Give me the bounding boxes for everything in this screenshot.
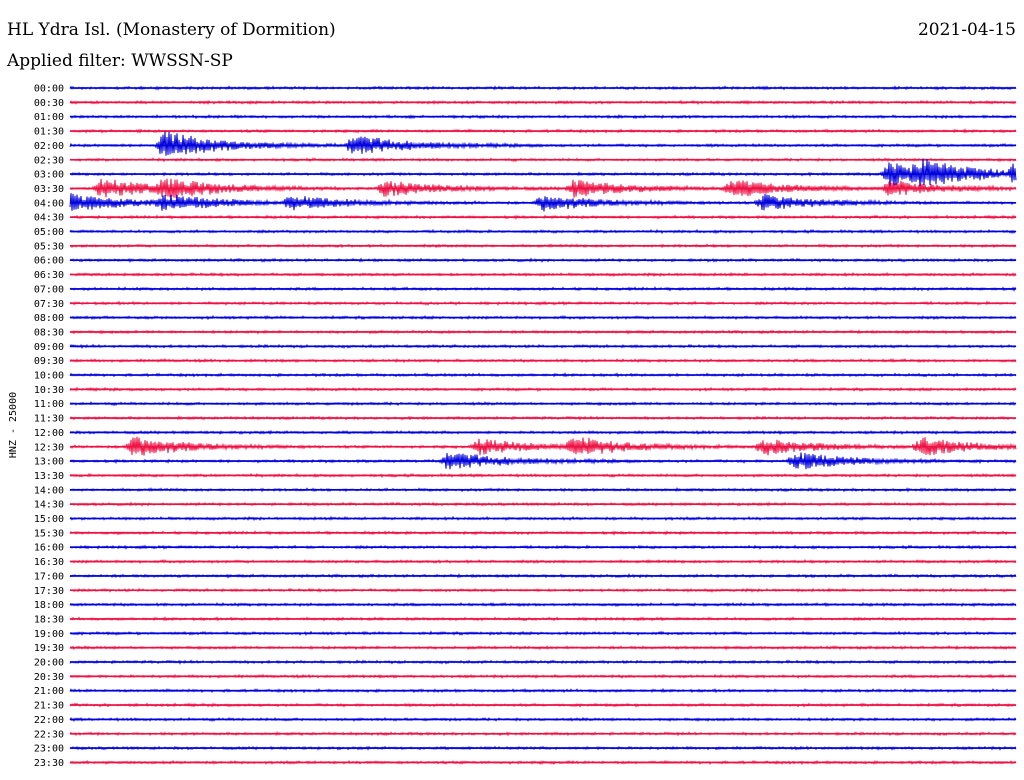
- time-tick-label: 02:00: [34, 141, 64, 152]
- time-tick-label: 16:00: [34, 543, 64, 554]
- time-tick-label: 01:00: [34, 112, 64, 123]
- time-tick-label: 21:30: [34, 701, 64, 712]
- time-tick-label: 23:30: [34, 758, 64, 769]
- y-axis-label: HNZ - 25000: [8, 392, 19, 458]
- time-tick-label: 11:00: [34, 399, 64, 410]
- time-tick-label: 10:00: [34, 371, 64, 382]
- time-tick-labels: 00:00 00:30 01:00 01:30 02:00 02:30 03:00 03:30…: [34, 84, 64, 769]
- trace-line: [69, 131, 1017, 156]
- time-tick-label: 18:00: [34, 600, 64, 611]
- time-tick-label: 13:30: [34, 471, 64, 482]
- time-tick-label: 19:30: [34, 643, 64, 654]
- time-tick-label: 18:30: [34, 614, 64, 625]
- traces: [69, 85, 1017, 766]
- time-tick-label: 17:00: [34, 571, 64, 582]
- time-tick-label: 09:00: [34, 342, 64, 353]
- time-tick-label: 15:00: [34, 514, 64, 525]
- time-tick-label: 22:30: [34, 729, 64, 740]
- time-tick-label: 17:30: [34, 586, 64, 597]
- time-tick-label: 02:30: [34, 155, 64, 166]
- time-tick-label: 13:00: [34, 457, 64, 468]
- time-tick-label: 03:30: [34, 184, 64, 195]
- time-tick-label: 00:30: [34, 98, 64, 109]
- time-tick-label: 20:00: [34, 658, 64, 669]
- time-tick-label: 08:30: [34, 327, 64, 338]
- time-tick-label: 14:30: [34, 500, 64, 511]
- time-tick-label: 05:30: [34, 241, 64, 252]
- time-tick-label: 07:00: [34, 284, 64, 295]
- time-tick-label: 05:00: [34, 227, 64, 238]
- time-tick-label: 16:30: [34, 557, 64, 568]
- time-tick-label: 14:00: [34, 485, 64, 496]
- time-tick-label: 06:30: [34, 270, 64, 281]
- time-tick-label: 21:00: [34, 686, 64, 697]
- time-tick-label: 12:00: [34, 428, 64, 439]
- time-tick-label: 04:00: [34, 198, 64, 209]
- time-tick-label: 12:30: [34, 442, 64, 453]
- time-tick-label: 09:30: [34, 356, 64, 367]
- time-tick-label: 08:00: [34, 313, 64, 324]
- time-tick-label: 01:30: [34, 127, 64, 138]
- time-tick-label: 07:30: [34, 299, 64, 310]
- time-tick-label: 15:30: [34, 528, 64, 539]
- time-tick-label: 06:00: [34, 256, 64, 267]
- trace-line: [69, 158, 1017, 187]
- filter-label: Applied filter: WWSSN-SP: [7, 51, 233, 71]
- time-tick-label: 11:30: [34, 414, 64, 425]
- date-label: 2021-04-15: [917, 20, 1016, 40]
- time-tick-label: 03:00: [34, 170, 64, 181]
- time-tick-label: 10:30: [34, 385, 64, 396]
- time-tick-label: 00:00: [34, 84, 64, 95]
- time-tick-label: 22:00: [34, 715, 64, 726]
- time-tick-label: 04:30: [34, 213, 64, 224]
- time-tick-label: 20:30: [34, 672, 64, 683]
- station-title: HL Ydra Isl. (Monastery of Dormition): [7, 20, 336, 40]
- y-axis-label-text: HNZ - 25000: [8, 392, 19, 458]
- time-tick-label: 23:00: [34, 744, 64, 755]
- time-tick-label: 19:00: [34, 629, 64, 640]
